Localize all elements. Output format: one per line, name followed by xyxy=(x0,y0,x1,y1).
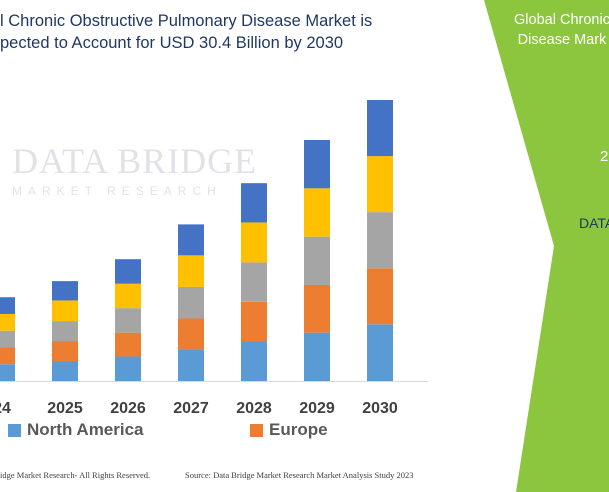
bar-segment-2027-s4 xyxy=(178,255,204,287)
bar-segment-2025-s5 xyxy=(52,281,78,301)
bar-segment-2030-s2 xyxy=(367,268,393,325)
panel-caption: DATA xyxy=(579,215,609,231)
bar-segment-24-s3 xyxy=(0,330,15,348)
bar-segment-2029-s5 xyxy=(304,139,330,189)
x-tick-label-2028: 2028 xyxy=(236,400,272,417)
legend-label-europe: Europe xyxy=(269,420,328,439)
bar-segment-2027-s2 xyxy=(178,318,204,350)
bar-segment-2025-s2 xyxy=(52,341,78,362)
bar-segment-2027-s1 xyxy=(178,349,204,381)
bar-segment-2026-s5 xyxy=(115,259,141,284)
x-tick-label-2025: 2025 xyxy=(47,400,83,417)
bar-segment-2029-s4 xyxy=(304,188,330,237)
stacked-bar-chart: 24 2025 2026 2027 2028 2029 2030 xyxy=(0,100,428,417)
bar-segment-2029-s2 xyxy=(304,284,330,333)
panel-title: Global Chronic Disease Mark xyxy=(514,12,609,48)
bar-segment-2028-s4 xyxy=(241,222,267,263)
x-tick-label-24: 24 xyxy=(0,400,11,417)
bar-segment-2026-s3 xyxy=(115,308,141,333)
legend-item-europe: Europe xyxy=(250,420,328,440)
bar-segment-2026-s1 xyxy=(115,356,141,381)
x-tick-label-2027: 2027 xyxy=(173,400,209,417)
bar-segment-24-s1 xyxy=(0,364,15,381)
bar-segment-2030-s3 xyxy=(367,212,393,269)
x-tick-label-2026: 2026 xyxy=(110,400,146,417)
bar-segment-2027-s5 xyxy=(178,224,204,256)
footer-copyright: idge Market Research- All Rights Reserve… xyxy=(0,470,151,480)
bar-segment-2026-s4 xyxy=(115,283,141,309)
bar-segment-24-s5 xyxy=(0,297,15,314)
hexagon-badge-icon xyxy=(484,143,509,181)
info-panel-background xyxy=(484,0,609,492)
bar-segment-2030-s5 xyxy=(367,100,393,157)
chart-legend: North America Europe xyxy=(0,420,480,444)
footer-source: Source: Data Bridge Market Research Mark… xyxy=(185,470,414,480)
bar-segment-2028-s5 xyxy=(241,183,267,223)
bar-segment-2027-s3 xyxy=(178,286,204,319)
bar-segment-2030-s1 xyxy=(367,324,393,381)
bar-segment-2026-s2 xyxy=(115,332,141,357)
bar-segment-2029-s3 xyxy=(304,236,330,285)
legend-item-north-america: North America xyxy=(8,420,144,440)
bar-segment-2028-s1 xyxy=(241,341,267,381)
panel-value: 2 xyxy=(600,148,609,165)
bar-segment-24-s2 xyxy=(0,347,15,365)
bar-segment-2025-s1 xyxy=(52,361,78,381)
legend-swatch-europe xyxy=(250,423,263,437)
bar-segment-2025-s3 xyxy=(52,321,78,342)
bar-segment-24-s4 xyxy=(0,313,15,331)
bar-segment-2030-s4 xyxy=(367,156,393,213)
bar-segment-2028-s2 xyxy=(241,301,267,342)
bar-segment-2028-s3 xyxy=(241,262,267,302)
bar-segment-2025-s4 xyxy=(52,300,78,322)
x-tick-label-2029: 2029 xyxy=(299,400,335,417)
chart-title: l Chronic Obstructive Pulmonary Disease … xyxy=(0,12,373,52)
legend-swatch-north-america xyxy=(8,423,21,437)
bar-segment-2029-s1 xyxy=(304,332,330,381)
info-panel xyxy=(484,0,609,492)
legend-label-north-america: North America xyxy=(27,420,144,439)
x-tick-label-2030: 2030 xyxy=(362,400,398,417)
